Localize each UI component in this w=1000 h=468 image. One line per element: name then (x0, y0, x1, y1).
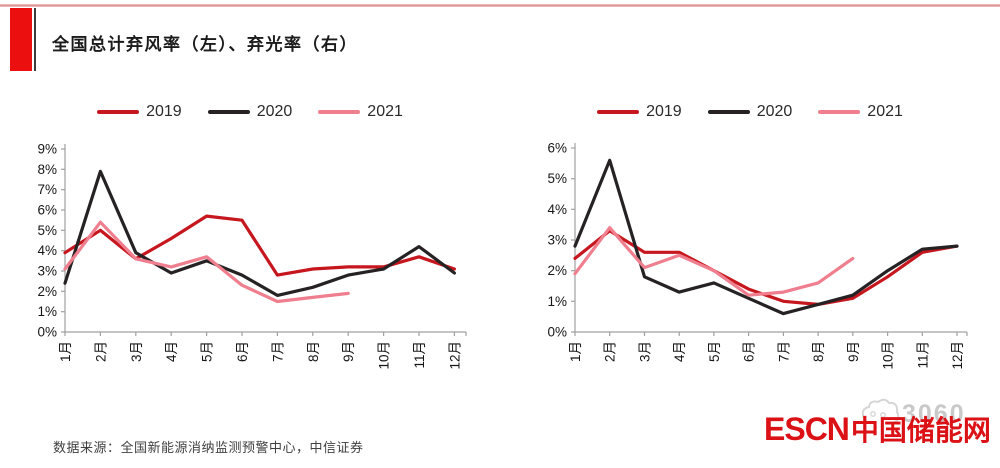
month-axis-label: 2月 (93, 341, 108, 362)
month-axis-label: 3月 (129, 341, 144, 362)
series-line-2020 (63, 169, 456, 297)
month-axis-label: 5月 (200, 341, 215, 362)
y-axis-label: 0% (37, 325, 57, 340)
legend-item-2021: 2021 (818, 103, 903, 121)
wind-curtailment-chart: 0% 1% 2% 3% 4% 5% 6% 7% 8% 9% 1月 2月 3月 4月 5月 6月 7月 8月 9月 10… (0, 130, 500, 400)
legend-item-2021: 2021 (318, 103, 403, 121)
month-axis-label: 2月 (603, 341, 618, 362)
month-axis-label: 6月 (235, 341, 250, 362)
series-line-2021 (63, 220, 350, 304)
y-axis-label: 5% (547, 171, 567, 186)
month-axis-label: 1月 (568, 341, 583, 362)
y-axis-label: 6% (547, 141, 567, 156)
y-axis-label: 4% (547, 202, 567, 217)
legend-item-2019: 2019 (97, 103, 182, 121)
y-axis-label: 1% (37, 304, 57, 319)
month-axis-label: 1月 (58, 341, 73, 362)
month-axis-label: 8月 (306, 341, 321, 362)
wind-chart-svg: 0% 1% 2% 3% 4% 5% 6% 7% 8% 9% 1月 2月 3月 4月 5月 6月 7月 8月 9月 10… (37, 142, 467, 370)
watermark-doodle-icon (861, 398, 900, 424)
legend-wind-chart: 2019 2020 2021 (0, 100, 500, 124)
title-accent-block (10, 8, 32, 71)
month-axis-label: 8月 (811, 341, 826, 362)
month-axis-label: 9月 (341, 341, 356, 362)
legend-solar-chart: 2019 2020 2021 (500, 100, 1000, 124)
legend-swatch-2019 (97, 110, 140, 114)
y-axis-label: 2% (547, 263, 567, 278)
y-axis-label: 6% (37, 203, 57, 218)
legend-swatch-2020 (207, 110, 250, 114)
y-axis-label: 8% (37, 162, 57, 177)
y-axis-label: 2% (37, 284, 57, 299)
logo-latin-text: ESCN (764, 411, 850, 447)
legend-swatch-2021 (818, 110, 861, 114)
legend-label-2020: 2020 (756, 103, 793, 120)
escn-logo: ESCN 中国储能网 (764, 409, 991, 449)
y-axis-label: 9% (37, 142, 57, 157)
y-axis-label: 0% (547, 325, 567, 340)
y-axis-label: 1% (547, 294, 567, 309)
top-accent-rule (0, 4, 1000, 7)
y-axis-label: 3% (37, 264, 57, 279)
month-axis-label: 3月 (638, 341, 653, 362)
y-axis-label: 5% (37, 223, 57, 238)
month-axis-label: 11月 (915, 341, 930, 369)
legend-swatch-2021 (318, 110, 361, 114)
legend-label-2019: 2019 (646, 103, 682, 120)
legend-swatch-2019 (597, 110, 640, 114)
month-axis-label: 10月 (881, 341, 896, 370)
solar-chart-svg: 0% 1% 2% 3% 4% 5% 6% 1月 2月 3月 4月 5月 6月 7月 8月 9月 10月 11月 12… (547, 141, 968, 370)
legend-item-2020: 2020 (207, 103, 293, 121)
title-divider (34, 8, 36, 71)
y-axis-label: 7% (37, 182, 57, 197)
series-line-2021 (573, 226, 855, 297)
month-axis-label: 10月 (377, 341, 392, 370)
month-axis-label: 12月 (950, 341, 965, 370)
legend-label-2021: 2021 (367, 103, 403, 120)
y-axis-label: 3% (547, 233, 567, 248)
legend-label-2019: 2019 (146, 103, 182, 120)
series-line-2020 (573, 158, 959, 316)
legend-item-2020: 2020 (707, 103, 793, 121)
month-axis-label: 7月 (270, 341, 285, 362)
watermark-3060: 3060 (902, 400, 966, 428)
month-axis-label: 5月 (707, 341, 722, 362)
source-note: 数据来源：全国新能源消纳监测预警中心，中信证券 (53, 440, 364, 455)
month-axis-label: 7月 (776, 341, 791, 362)
legend-item-2019: 2019 (597, 103, 682, 121)
solar-curtailment-chart: 0% 1% 2% 3% 4% 5% 6% 1月 2月 3月 4月 5月 6月 7月 8月 9月 10月 11月 12… (500, 130, 1000, 400)
month-axis-label: 9月 (846, 341, 861, 362)
y-axis-label: 4% (37, 243, 57, 258)
figure-title: 全国总计弃风率（左）、弃光率（右） (52, 35, 358, 54)
month-axis-label: 12月 (447, 341, 462, 370)
month-axis-label: 6月 (742, 341, 757, 362)
legend-label-2020: 2020 (256, 103, 293, 120)
legend-label-2021: 2021 (867, 103, 903, 120)
month-axis-label: 4月 (164, 341, 179, 362)
month-axis-label: 11月 (412, 341, 427, 369)
legend-swatch-2020 (707, 110, 750, 114)
month-axis-label: 4月 (672, 341, 687, 362)
logo-cn-text: 中国储能网 (850, 415, 991, 446)
